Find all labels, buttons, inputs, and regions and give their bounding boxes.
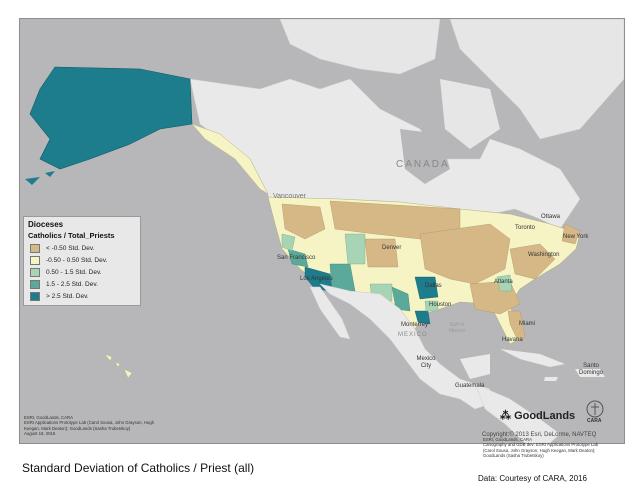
legend-swatch bbox=[30, 267, 40, 277]
legend-field: Catholics / Total_Priests bbox=[28, 231, 115, 240]
alaska bbox=[29, 66, 193, 170]
label-gulf-of-mexico: Gulf of Mexico bbox=[449, 322, 465, 334]
diocese-arizona bbox=[329, 263, 356, 292]
jamaica bbox=[544, 377, 558, 381]
credit-line: ESRI, GoodLands, CARA bbox=[24, 415, 73, 420]
diocese-group-pacific-nw bbox=[281, 203, 326, 240]
map-credits-right: ESRI, GoodLands, CARA Cartography and GD… bbox=[483, 437, 623, 458]
map-canvas[interactable] bbox=[20, 19, 624, 443]
yucatan-peninsula bbox=[460, 354, 490, 379]
label-atlanta: Atlanta bbox=[494, 279, 513, 285]
goodlands-logo-text: GoodLands bbox=[514, 410, 576, 422]
diocese-group-northern-plains bbox=[329, 200, 461, 240]
copyright-text: Copyright:© 2013 Esri, DeLorme, NAVTEQ bbox=[482, 432, 597, 438]
diocese-dallas bbox=[414, 276, 439, 300]
credit-line: ESRI, GoodLands, CARA bbox=[483, 437, 532, 442]
goodlands-mark-icon: ⁂ bbox=[500, 410, 511, 422]
legend-item: 1.5 - 2.5 Std. Dev. bbox=[30, 279, 98, 289]
label-mexico-city: Mexico City bbox=[416, 356, 436, 369]
alaska-panhandle bbox=[191, 123, 269, 195]
diocese-el-paso bbox=[391, 286, 411, 312]
label-toronto: Toronto bbox=[515, 225, 536, 231]
canada-landmass bbox=[189, 78, 581, 230]
label-dallas: Dallas bbox=[425, 283, 442, 289]
baffin-island bbox=[440, 79, 500, 149]
legend-label: < -0.50 Std. Dev. bbox=[46, 244, 95, 252]
diocese-houston bbox=[424, 300, 439, 312]
credit-line: ESRI Applications Prototype Lab (Carol S… bbox=[24, 420, 155, 426]
diocese-new-mexico bbox=[344, 233, 366, 265]
legend-item: 0.50 - 1.5 Std. Dev. bbox=[30, 267, 102, 277]
cuba bbox=[500, 349, 565, 367]
map-frame[interactable]: CANADA Vancouver Ottawa Toronto New York… bbox=[19, 18, 625, 444]
label-washington: Washington bbox=[528, 252, 560, 258]
aleutian-islands bbox=[25, 171, 55, 185]
map-credits-left: ESRI, GoodLands, CARA ESRI Applications … bbox=[24, 415, 164, 436]
credit-line: GoodLands (Sasha Trubetskoy) bbox=[483, 452, 544, 458]
legend-label: > 2.5 Std. Dev. bbox=[46, 292, 89, 300]
arctic-islands bbox=[279, 19, 441, 75]
label-san-francisco: San Francisco bbox=[277, 255, 316, 261]
legend-label: 0.50 - 1.5 Std. Dev. bbox=[46, 268, 102, 276]
label-vancouver: Vancouver bbox=[273, 193, 306, 200]
legend-item: -0.50 - 0.50 Std. Dev. bbox=[30, 255, 107, 265]
credit-line: Cartography and GDB dev: ESRI Applicatio… bbox=[483, 442, 599, 448]
hispaniola bbox=[575, 369, 605, 377]
central-america bbox=[474, 383, 561, 443]
label-canada: CANADA bbox=[396, 159, 450, 170]
label-mexico: MEXICO bbox=[398, 332, 428, 338]
cara-logo-icon bbox=[586, 400, 604, 418]
legend-swatch bbox=[30, 279, 40, 289]
label-guatemala: Guatemala bbox=[455, 383, 485, 389]
greenland bbox=[449, 19, 624, 140]
label-monterrey: Monterrey bbox=[401, 322, 429, 328]
credit-line: (Carol Sousa, John Grayson, Hugh Keegan,… bbox=[483, 447, 596, 453]
diocese-group-midwest bbox=[419, 223, 511, 285]
legend-label: 1.5 - 2.5 Std. Dev. bbox=[46, 280, 98, 288]
label-havana: Havana bbox=[502, 337, 523, 343]
diocese-denver bbox=[364, 238, 399, 268]
legend-swatch bbox=[30, 291, 40, 301]
label-miami: Miami bbox=[519, 321, 535, 327]
legend-label: -0.50 - 0.50 Std. Dev. bbox=[46, 256, 108, 264]
label-ottawa: Ottawa bbox=[541, 214, 561, 220]
legend-swatch bbox=[30, 255, 40, 265]
diocese-fresno bbox=[287, 248, 309, 268]
hudson-bay bbox=[400, 129, 450, 184]
hawaii-islands bbox=[104, 353, 133, 379]
diocese-rio-grande bbox=[414, 310, 431, 325]
diocese-group-appalachia bbox=[509, 243, 556, 280]
label-santo-domingo: Santo Domingo bbox=[578, 363, 603, 376]
credit-line: Keegan, Mark Deaton); GoodLands (Sasha T… bbox=[24, 425, 131, 431]
diocese-florida bbox=[507, 310, 526, 342]
label-los-angeles: Los Angeles bbox=[300, 276, 333, 282]
legend-title: Dioceses bbox=[28, 220, 64, 229]
diocese-central-california bbox=[281, 233, 296, 252]
label-denver: Denver bbox=[382, 245, 402, 251]
cara-logo-text: CARA bbox=[587, 418, 602, 424]
diocese-new-england bbox=[561, 223, 581, 245]
goodlands-logo: ⁂ GoodLands bbox=[500, 409, 575, 422]
label-houston: Houston bbox=[429, 302, 452, 308]
map-legend: Dioceses Catholics / Total_Priests < -0.… bbox=[23, 216, 141, 306]
legend-item: > 2.5 Std. Dev. bbox=[30, 291, 89, 301]
data-source: Data: Courtesy of CARA, 2016 bbox=[478, 474, 587, 483]
legend-item: < -0.50 Std. Dev. bbox=[30, 243, 94, 253]
baja-california bbox=[309, 286, 351, 340]
legend-swatch bbox=[30, 243, 40, 253]
diocese-atlanta bbox=[496, 274, 513, 292]
map-caption: Standard Deviation of Catholics / Priest… bbox=[22, 461, 255, 475]
label-new-york: New York bbox=[563, 234, 589, 240]
credit-line: August 19, 2016 bbox=[24, 430, 56, 436]
